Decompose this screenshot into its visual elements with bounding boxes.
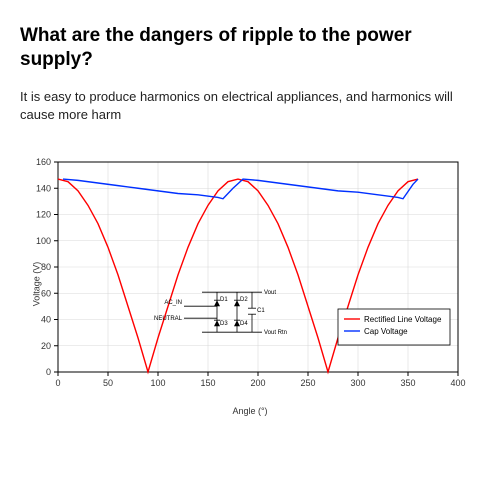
svg-text:AC_IN: AC_IN bbox=[164, 300, 182, 306]
svg-text:Vout Rtn: Vout Rtn bbox=[264, 330, 287, 336]
voltage-chart: 0 50 100 150 200 250 300 350 400 0 20 40 60 80 100 120 1… bbox=[20, 154, 480, 414]
svg-text:120: 120 bbox=[36, 209, 51, 219]
svg-text:200: 200 bbox=[250, 378, 265, 388]
svg-text:400: 400 bbox=[450, 378, 465, 388]
series-line bbox=[63, 179, 418, 199]
svg-text:D4: D4 bbox=[240, 321, 248, 327]
page-subtitle: It is easy to produce harmonics on elect… bbox=[20, 88, 480, 124]
svg-text:0: 0 bbox=[46, 367, 51, 377]
svg-text:20: 20 bbox=[41, 341, 51, 351]
svg-text:160: 160 bbox=[36, 157, 51, 167]
svg-text:350: 350 bbox=[400, 378, 415, 388]
x-axis-label: Angle (°) bbox=[232, 406, 267, 416]
svg-text:Vout: Vout bbox=[264, 290, 276, 296]
svg-text:0: 0 bbox=[55, 378, 60, 388]
svg-text:80: 80 bbox=[41, 262, 51, 272]
svg-text:50: 50 bbox=[103, 378, 113, 388]
y-axis-label: Voltage (V) bbox=[31, 262, 41, 307]
legend-label: Cap Voltage bbox=[364, 327, 408, 336]
circuit-inset: Vout Vout Rtn AC_IN NEUTRAL C1 D1 D2 D3 D4 bbox=[154, 290, 287, 336]
legend-label: Rectified Line Voltage bbox=[364, 315, 442, 324]
svg-text:250: 250 bbox=[300, 378, 315, 388]
svg-text:D2: D2 bbox=[240, 297, 248, 303]
svg-text:D1: D1 bbox=[220, 297, 228, 303]
svg-text:140: 140 bbox=[36, 183, 51, 193]
svg-text:D3: D3 bbox=[220, 321, 228, 327]
svg-text:C1: C1 bbox=[257, 308, 265, 314]
chart-canvas: 0 50 100 150 200 250 300 350 400 0 20 40 60 80 100 120 1… bbox=[20, 154, 480, 414]
svg-text:150: 150 bbox=[200, 378, 215, 388]
svg-text:100: 100 bbox=[150, 378, 165, 388]
svg-text:NEUTRAL: NEUTRAL bbox=[154, 316, 183, 322]
svg-text:40: 40 bbox=[41, 314, 51, 324]
page-title: What are the dangers of ripple to the po… bbox=[20, 24, 480, 72]
svg-text:60: 60 bbox=[41, 288, 51, 298]
svg-text:300: 300 bbox=[350, 378, 365, 388]
svg-text:100: 100 bbox=[36, 236, 51, 246]
